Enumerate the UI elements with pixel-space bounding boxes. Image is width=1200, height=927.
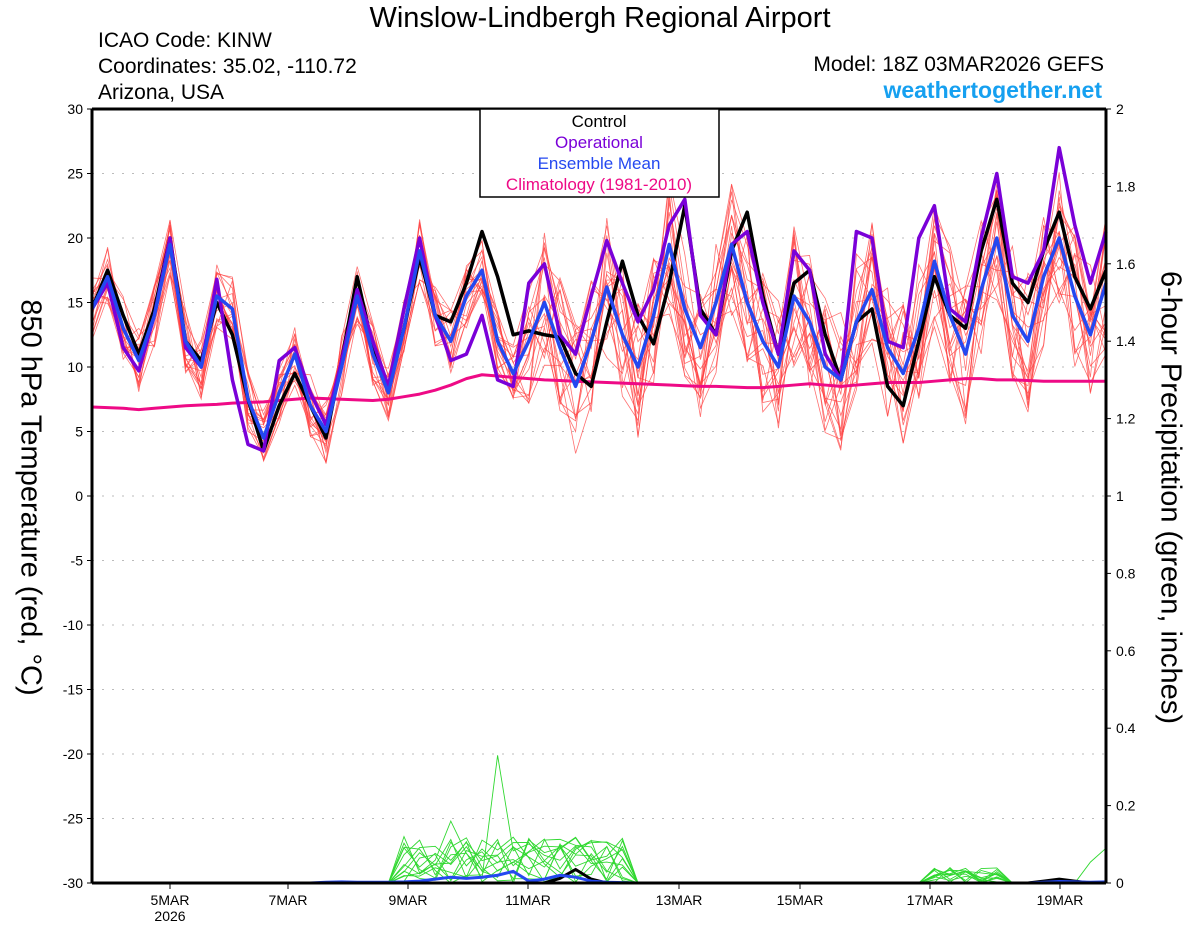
y2-tick-label: 0.6 <box>1116 643 1136 659</box>
y-tick-label: 0 <box>75 488 83 504</box>
ensemble-member-precip-line <box>92 839 1106 884</box>
x-tick-label: 5MAR <box>151 892 190 908</box>
y-tick-label: 15 <box>67 295 83 311</box>
legend-entry: Ensemble Mean <box>538 154 661 173</box>
y2-tick-label: 0.2 <box>1116 798 1136 814</box>
y2-tick-label: 1.6 <box>1116 256 1136 272</box>
x-tick-label: 11MAR <box>505 892 551 908</box>
y2-tick-label: 1 <box>1116 488 1124 504</box>
y2-tick-label: 2 <box>1116 101 1124 117</box>
y2-tick-label: 0.4 <box>1116 720 1136 736</box>
series-line-climatology- <box>91 373 1106 412</box>
y-tick-label: -10 <box>63 617 83 633</box>
y-tick-label: -25 <box>63 811 83 827</box>
y-tick-label: 25 <box>67 166 83 182</box>
y-tick-label: -5 <box>71 553 84 569</box>
x-tick-label: 17MAR <box>907 892 954 908</box>
x-tick-label: 7MAR <box>269 892 308 908</box>
y-tick-label: -30 <box>63 875 83 891</box>
ensemble-member-temp-line <box>91 224 1107 435</box>
x-tick-label: 13MAR <box>656 892 703 908</box>
y2-tick-label: 0.8 <box>1116 565 1136 581</box>
x-tick-label: 19MAR <box>1037 892 1084 908</box>
y-tick-label: 5 <box>75 424 83 440</box>
chart-title: Winslow-Lindbergh Regional Airport <box>369 2 831 34</box>
legend-entry: Operational <box>555 133 643 152</box>
x-tick-label: 15MAR <box>777 892 824 908</box>
series-line-operational <box>90 145 1108 453</box>
y2-tick-label: 0 <box>1116 875 1124 891</box>
coordinates: Coordinates: 35.02, -110.72 <box>98 55 357 78</box>
location: Arizona, USA <box>98 81 225 104</box>
x-tick-sublabel: 2026 <box>154 908 185 924</box>
legend-box <box>479 108 720 198</box>
y-tick-label: 30 <box>67 101 83 117</box>
series-line-ensemble-mean <box>90 236 1108 440</box>
y-tick-label: -15 <box>63 682 83 698</box>
y2-tick-label: 1.8 <box>1116 178 1136 194</box>
icao-code: ICAO Code: KINW <box>98 29 272 52</box>
y2-tick-label: 1.4 <box>1116 333 1136 349</box>
y-tick-label: -20 <box>63 746 83 762</box>
model-run: Model: 18Z 03MAR2026 GEFS <box>813 53 1104 76</box>
ensemble-member-precip-line <box>92 755 1106 884</box>
y2-tick-label: 1.2 <box>1116 411 1136 427</box>
y-tick-label: 10 <box>67 359 83 375</box>
legend-entry: Climatology (1981-2010) <box>506 175 692 194</box>
y-tick-label: 20 <box>67 230 83 246</box>
x-tick-label: 9MAR <box>389 892 428 908</box>
site-link[interactable]: weathertogether.net <box>883 77 1102 103</box>
legend-entry: Control <box>572 112 627 131</box>
series-line-control <box>90 197 1108 453</box>
